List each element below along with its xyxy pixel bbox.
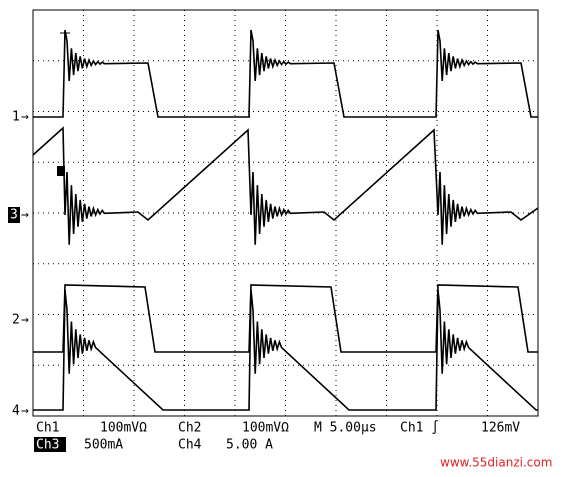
ch2-marker: 2 bbox=[12, 313, 20, 328]
status-text: 500mA bbox=[84, 438, 123, 453]
ch1-marker: 1 bbox=[12, 110, 20, 125]
waveforms bbox=[32, 29, 539, 411]
watermark: www.55dianzi.com bbox=[440, 456, 552, 470]
status-text: 5.00 A bbox=[226, 438, 273, 453]
trace bbox=[33, 284, 538, 353]
cursor-mark bbox=[57, 166, 65, 176]
status-text: Ch3 bbox=[36, 438, 59, 453]
trace bbox=[33, 29, 538, 118]
ch4-marker: 4 bbox=[12, 404, 20, 419]
marker-arrow: → bbox=[21, 313, 29, 328]
marker-arrow: → bbox=[21, 208, 29, 223]
status-text: Ch1 bbox=[36, 421, 59, 436]
marker-arrow: → bbox=[21, 110, 29, 125]
status-text: Ch2 bbox=[178, 421, 201, 436]
ch3-marker: 3 bbox=[10, 208, 18, 223]
status-text: 126mV bbox=[481, 421, 520, 436]
marker-arrow: → bbox=[21, 404, 29, 419]
status-text: Ch4 bbox=[178, 438, 202, 453]
status-text: Ch1 ∫ bbox=[400, 420, 439, 436]
status-text: 100mVΩ bbox=[242, 421, 289, 436]
ch3-status-bg bbox=[34, 437, 66, 452]
trace bbox=[33, 289, 538, 411]
ch3-marker-bg bbox=[8, 207, 20, 223]
status-text: M 5.00µs bbox=[314, 421, 377, 436]
status-text: 100mVΩ bbox=[100, 421, 147, 436]
trace bbox=[32, 126, 539, 245]
